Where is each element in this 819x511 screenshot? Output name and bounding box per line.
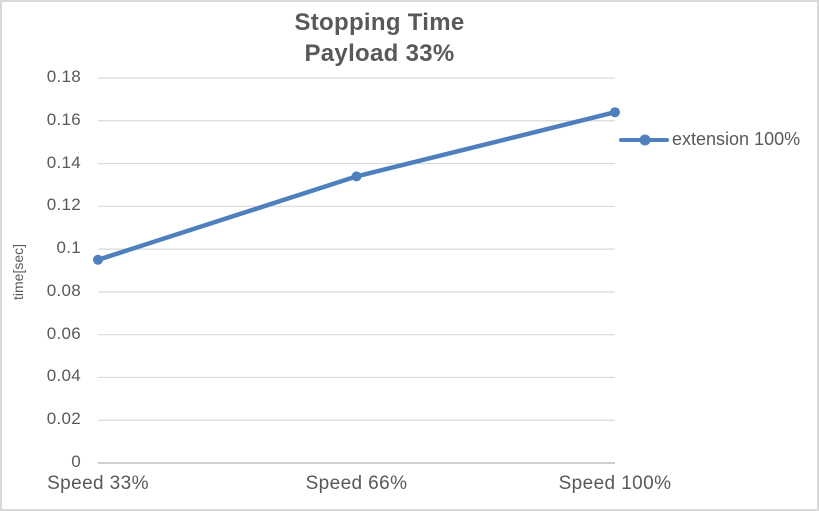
y-tick-label: 0.12 [46, 195, 81, 215]
legend-line-marker-icon [619, 134, 669, 145]
chart-title-line1: Stopping Time [294, 9, 465, 36]
x-category-label: Speed 33% [47, 473, 149, 494]
data-point-marker [93, 254, 103, 265]
x-category-label: Speed 66% [305, 473, 408, 494]
data-point-marker [610, 107, 620, 118]
x-category-label: Speed 100% [558, 473, 672, 494]
y-tick-label: 0.02 [46, 409, 81, 429]
y-tick-label: 0.1 [56, 238, 81, 258]
legend-label: extension 100% [672, 129, 801, 149]
chart-title: Stopping Time Payload 33% [2, 7, 757, 69]
y-tick-label: 0.08 [46, 280, 81, 300]
legend: extension 100% [619, 129, 800, 150]
y-tick-label: 0.18 [46, 67, 81, 86]
series-line [95, 109, 618, 263]
y-tick-label: 0.06 [46, 323, 81, 343]
y-tick-label: 0.14 [46, 152, 81, 172]
y-tick-label: 0 [71, 452, 81, 471]
chart-title-line2: Payload 33% [304, 40, 455, 67]
y-tick-label: 0.16 [46, 109, 81, 129]
y-tick-label: 0.04 [46, 366, 81, 386]
data-point-marker [351, 171, 362, 182]
